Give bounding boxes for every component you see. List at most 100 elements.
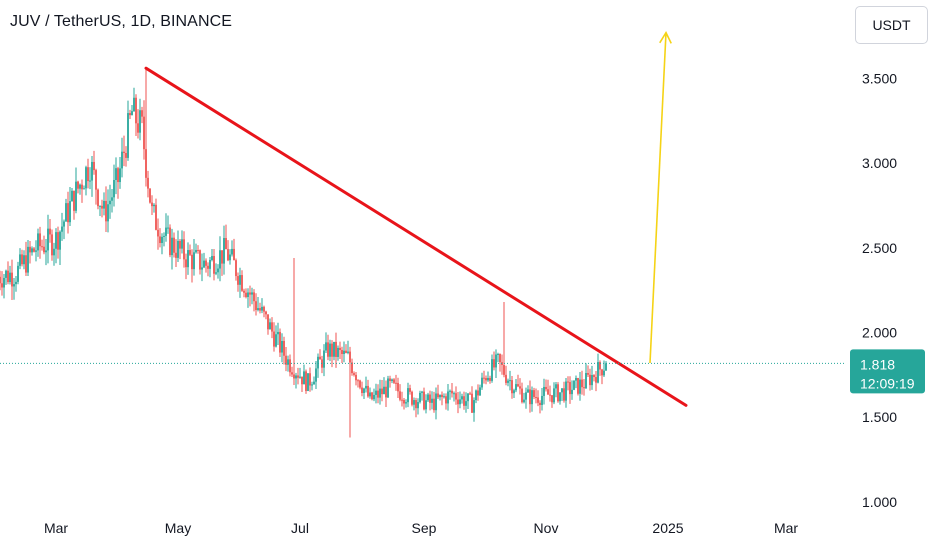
trendline bbox=[144, 66, 688, 407]
candle bbox=[175, 239, 177, 268]
candle bbox=[315, 360, 317, 389]
candle bbox=[43, 235, 45, 255]
candle-body bbox=[259, 308, 261, 311]
candle bbox=[29, 240, 31, 264]
candle bbox=[445, 393, 447, 410]
candle-body bbox=[477, 390, 479, 396]
candle-body bbox=[565, 381, 567, 401]
candle-body bbox=[37, 233, 39, 251]
candle bbox=[433, 391, 435, 413]
candle-body bbox=[237, 276, 239, 285]
candle-body bbox=[533, 390, 535, 397]
candle bbox=[41, 239, 43, 251]
candle bbox=[347, 340, 349, 355]
candle-body bbox=[269, 322, 271, 330]
candle-body bbox=[313, 381, 315, 385]
candle-body bbox=[143, 116, 145, 150]
candle bbox=[311, 381, 313, 391]
candle-body bbox=[47, 228, 49, 251]
candle bbox=[399, 384, 401, 402]
candle-body bbox=[79, 184, 81, 189]
candle-body bbox=[303, 371, 305, 385]
candle bbox=[581, 370, 583, 395]
candle-body bbox=[73, 190, 75, 211]
candle bbox=[297, 367, 299, 385]
candle bbox=[115, 157, 117, 195]
x-tick-label: 2025 bbox=[652, 520, 683, 536]
candle-body bbox=[487, 377, 489, 381]
candle bbox=[219, 236, 221, 282]
candle-body bbox=[221, 250, 223, 264]
candle bbox=[565, 377, 567, 408]
currency-button[interactable]: USDT bbox=[855, 6, 928, 44]
candle-body bbox=[359, 380, 361, 388]
candle bbox=[563, 381, 565, 403]
candle bbox=[385, 380, 387, 408]
candle bbox=[5, 269, 7, 285]
candle bbox=[9, 265, 11, 285]
candle bbox=[317, 353, 319, 378]
candle-body bbox=[315, 368, 317, 382]
candle bbox=[451, 383, 453, 398]
candle-body bbox=[519, 386, 521, 389]
candle bbox=[575, 375, 577, 389]
candle bbox=[163, 232, 165, 247]
candle-body bbox=[43, 246, 45, 253]
candle bbox=[173, 232, 175, 258]
candle bbox=[467, 393, 469, 410]
candle-body bbox=[499, 354, 501, 363]
candle-body bbox=[591, 375, 593, 386]
candle-body bbox=[297, 375, 299, 378]
candle-body bbox=[469, 393, 471, 395]
candle-body bbox=[427, 394, 429, 401]
candle bbox=[497, 352, 499, 363]
candle-body bbox=[257, 308, 259, 310]
candle-body bbox=[535, 396, 537, 398]
candle-body bbox=[349, 351, 351, 363]
candle-body bbox=[563, 388, 565, 401]
candle bbox=[449, 389, 451, 400]
candle bbox=[577, 377, 579, 396]
candle bbox=[255, 293, 257, 316]
candle bbox=[473, 397, 475, 422]
candle bbox=[145, 68, 147, 187]
candle-body bbox=[83, 188, 85, 190]
candle bbox=[285, 347, 287, 372]
candle bbox=[233, 238, 235, 261]
candle bbox=[181, 230, 183, 254]
countdown-label: 12:09:19 bbox=[860, 375, 915, 391]
candle bbox=[107, 189, 109, 233]
candle bbox=[329, 339, 331, 362]
candle-body bbox=[155, 204, 157, 230]
candle bbox=[483, 370, 485, 384]
candle bbox=[417, 398, 419, 415]
candle bbox=[109, 184, 111, 219]
candle-body bbox=[331, 343, 333, 357]
candle-body bbox=[27, 246, 29, 273]
candle-body bbox=[191, 254, 193, 270]
price-tag-box bbox=[850, 349, 925, 394]
candle-body bbox=[497, 354, 499, 356]
candle-body bbox=[529, 389, 531, 405]
candle bbox=[211, 248, 213, 262]
candle bbox=[531, 386, 533, 412]
candle-body bbox=[271, 322, 273, 332]
candle-body bbox=[399, 391, 401, 400]
candle bbox=[327, 334, 329, 361]
candle-body bbox=[33, 248, 35, 252]
candle-body bbox=[15, 281, 17, 285]
candle bbox=[555, 381, 557, 398]
current-price-label: 1.818 bbox=[860, 356, 895, 372]
candle bbox=[479, 384, 481, 396]
candle bbox=[209, 256, 211, 278]
candle-body bbox=[553, 388, 555, 403]
candle-body bbox=[551, 395, 553, 403]
candle-body bbox=[223, 238, 225, 264]
candle-body bbox=[107, 204, 109, 222]
candle bbox=[57, 226, 59, 259]
candle bbox=[439, 394, 441, 401]
candle-body bbox=[465, 401, 467, 406]
candle-body bbox=[115, 168, 117, 181]
candle-body bbox=[581, 379, 583, 388]
